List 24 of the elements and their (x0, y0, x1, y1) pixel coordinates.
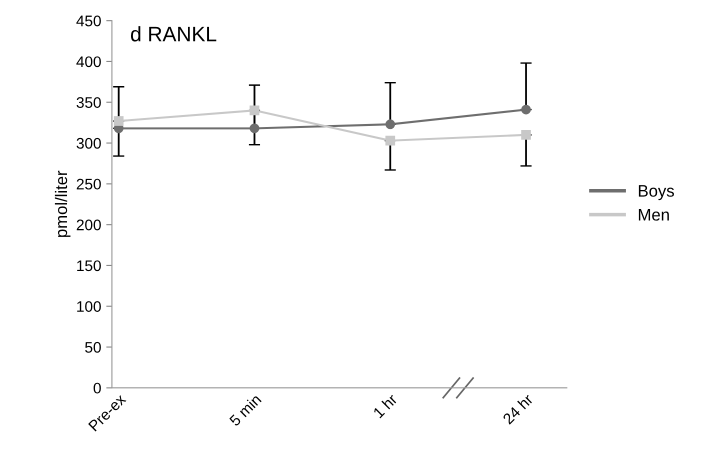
point (385, 119, 396, 130)
y-tick-label: 300 (76, 138, 101, 149)
y-axis-title: pmol/liter (54, 170, 70, 237)
legend-label: Men (638, 209, 669, 221)
point (521, 104, 531, 114)
chart-title: d RANKL (130, 26, 216, 42)
y-tick-label: 350 (76, 97, 101, 108)
y-tick-label: 250 (76, 178, 101, 190)
y-tick-label: 200 (76, 220, 101, 230)
y-tick-label: 450 (76, 16, 101, 26)
x-tick-label: 1 hr (372, 392, 398, 418)
point (521, 130, 531, 140)
y-tick-label: 50 (85, 342, 101, 353)
point (114, 116, 124, 126)
y-tick-label: 100 (77, 301, 101, 312)
x-tick-label: 5 min (228, 393, 262, 427)
legend-label: Boys (638, 185, 674, 200)
y-tick-label: 400 (76, 56, 101, 68)
point (385, 136, 396, 146)
x-tick-label: 24 hr (502, 392, 534, 425)
y-tick-label: 0 (94, 382, 101, 394)
y-tick-label: 150 (77, 260, 101, 272)
point (250, 124, 260, 134)
point (250, 106, 260, 116)
